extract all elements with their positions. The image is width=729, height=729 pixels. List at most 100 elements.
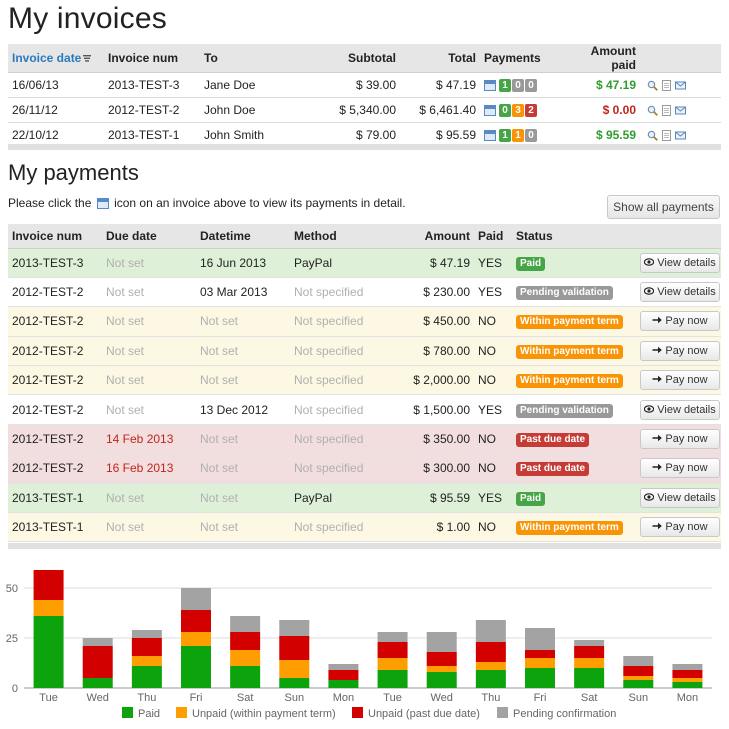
bar-segment[interactable] (33, 600, 64, 616)
bar-segment[interactable] (131, 666, 162, 688)
bar-segment[interactable] (525, 650, 555, 658)
col-pay-invoice-num[interactable]: Invoice num (8, 224, 102, 249)
bar-segment[interactable] (33, 616, 64, 688)
bar-segment[interactable] (426, 652, 457, 666)
bar-segment[interactable] (574, 646, 605, 658)
show-all-payments-button[interactable]: Show all payments (607, 195, 720, 219)
bar-segment[interactable] (279, 678, 310, 688)
payment-due-date: Not set (102, 248, 196, 278)
bar-segment[interactable] (33, 570, 64, 600)
col-due-date[interactable]: Due date (102, 224, 196, 249)
document-icon[interactable] (661, 80, 672, 92)
bar-segment[interactable] (82, 678, 113, 688)
bar-segment[interactable] (131, 630, 162, 638)
envelope-icon[interactable] (675, 105, 686, 116)
view-details-button[interactable]: View details (640, 399, 720, 420)
bar-segment[interactable] (377, 642, 408, 658)
bar-segment[interactable] (574, 668, 605, 688)
bar-segment[interactable] (672, 678, 703, 682)
bar-segment[interactable] (181, 588, 211, 610)
bar-segment[interactable] (672, 664, 703, 670)
col-to[interactable]: To (200, 44, 300, 73)
bar-segment[interactable] (574, 640, 605, 646)
bar-segment[interactable] (475, 662, 506, 670)
payment-row: 2013-TEST-3 Not set 16 Jun 2013 PayPal $ 47.… (8, 248, 721, 278)
bar-segment[interactable] (131, 656, 162, 666)
bar-segment[interactable] (475, 620, 506, 642)
bar-segment[interactable] (377, 670, 408, 688)
col-paid[interactable]: Paid (474, 224, 512, 249)
payment-method: Not specified (290, 394, 394, 425)
bar-segment[interactable] (672, 682, 703, 688)
magnifier-icon[interactable] (647, 105, 658, 117)
bar-segment[interactable] (525, 658, 555, 668)
col-invoice-num[interactable]: Invoice num (104, 44, 200, 73)
view-details-button[interactable]: View details (640, 282, 720, 303)
bar-segment[interactable] (230, 632, 261, 650)
magnifier-icon[interactable] (647, 130, 658, 142)
col-method[interactable]: Method (290, 224, 394, 249)
bar-segment[interactable] (328, 680, 359, 688)
col-subtotal[interactable]: Subtotal (300, 44, 400, 73)
pay-now-button[interactable]: Pay now (640, 370, 720, 391)
magnifier-icon[interactable] (647, 80, 658, 92)
pay-now-button[interactable]: Pay now (640, 311, 720, 332)
bar-segment[interactable] (181, 632, 211, 646)
bar-segment[interactable] (82, 646, 113, 678)
calendar-icon[interactable] (484, 105, 496, 117)
bar-segment[interactable] (328, 664, 359, 670)
bar-segment[interactable] (623, 680, 654, 688)
invoice-amount-paid: $ 0.00 (562, 97, 640, 123)
bar-segment[interactable] (525, 668, 555, 688)
col-amount[interactable]: Amount (394, 224, 474, 249)
bar-segment[interactable] (623, 666, 654, 676)
bar-segment[interactable] (426, 672, 457, 688)
pay-now-button[interactable]: Pay now (640, 429, 720, 450)
bar-segment[interactable] (131, 638, 162, 656)
col-amount-paid[interactable]: Amount paid (562, 44, 640, 73)
eye-icon (644, 287, 655, 295)
col-total[interactable]: Total (400, 44, 480, 73)
bar-segment[interactable] (475, 642, 506, 662)
bar-segment[interactable] (230, 616, 261, 632)
bar-segment[interactable] (181, 610, 211, 632)
view-details-button[interactable]: View details (640, 252, 720, 273)
document-icon[interactable] (661, 105, 672, 117)
bar-segment[interactable] (426, 632, 457, 652)
bar-segment[interactable] (377, 658, 408, 670)
payment-due-date: Not set (102, 336, 196, 367)
envelope-icon[interactable] (675, 130, 686, 141)
bar-segment[interactable] (82, 638, 113, 646)
bar-segment[interactable] (230, 650, 261, 666)
bar-segment[interactable] (328, 670, 359, 680)
col-datetime[interactable]: Datetime (196, 224, 290, 249)
payment-row: 2013-TEST-1 Not set Not set PayPal $ 95.59 YE… (8, 483, 721, 514)
payment-amount: $ 450.00 (394, 306, 474, 337)
y-tick-label: 25 (6, 633, 18, 645)
bar-segment[interactable] (279, 620, 310, 636)
bar-segment[interactable] (475, 670, 506, 688)
pay-now-button[interactable]: Pay now (640, 340, 720, 361)
calendar-icon[interactable] (484, 130, 496, 142)
bar-segment[interactable] (279, 636, 310, 660)
envelope-icon[interactable] (675, 80, 686, 91)
bar-segment[interactable] (279, 660, 310, 678)
bar-segment[interactable] (377, 632, 408, 642)
pay-now-button[interactable]: Pay now (640, 458, 720, 479)
bar-segment[interactable] (623, 656, 654, 666)
col-invoice-date[interactable]: Invoice date (8, 44, 104, 73)
view-details-button[interactable]: View details (640, 487, 720, 508)
payment-due-date: Not set (102, 394, 196, 425)
bar-segment[interactable] (574, 658, 605, 668)
bar-segment[interactable] (623, 676, 654, 680)
invoice-date: 16/06/13 (8, 72, 104, 98)
calendar-icon[interactable] (484, 80, 496, 92)
bar-segment[interactable] (672, 670, 703, 678)
document-icon[interactable] (661, 130, 672, 142)
col-status[interactable]: Status (512, 224, 636, 249)
pay-now-button[interactable]: Pay now (640, 517, 720, 538)
bar-segment[interactable] (230, 666, 261, 688)
bar-segment[interactable] (426, 666, 457, 672)
bar-segment[interactable] (525, 628, 555, 650)
bar-segment[interactable] (181, 646, 211, 688)
